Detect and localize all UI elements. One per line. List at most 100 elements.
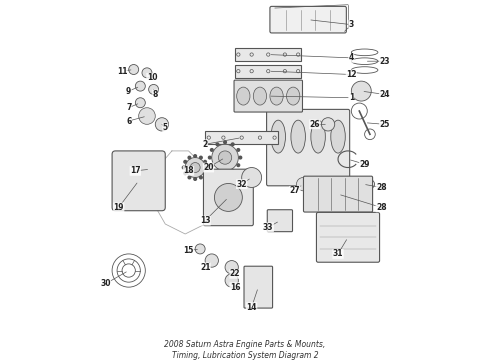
Circle shape [211,149,213,151]
FancyBboxPatch shape [270,6,346,33]
Circle shape [199,176,202,179]
FancyBboxPatch shape [303,176,372,212]
Text: 27: 27 [290,186,300,195]
Text: 19: 19 [114,203,124,212]
Text: 9: 9 [126,87,131,96]
Circle shape [351,81,371,101]
Bar [205,131,278,144]
Text: 4: 4 [349,53,354,62]
Text: 29: 29 [359,160,370,169]
Text: 13: 13 [200,216,210,225]
Circle shape [188,156,191,159]
Text: 3: 3 [349,20,354,29]
Circle shape [142,68,152,78]
Circle shape [148,85,159,94]
Circle shape [296,177,310,191]
Circle shape [205,254,219,267]
Circle shape [194,178,196,180]
Circle shape [321,118,335,131]
Circle shape [205,166,208,169]
Circle shape [216,143,219,146]
Text: 10: 10 [147,73,157,82]
Ellipse shape [271,120,286,153]
Ellipse shape [291,120,305,153]
Circle shape [231,143,234,146]
Text: 31: 31 [333,249,343,258]
Text: 2008 Saturn Astra Engine Parts & Mounts,
Timing, Lubrication System Diagram 2: 2008 Saturn Astra Engine Parts & Mounts,… [164,340,326,360]
Text: 23: 23 [379,57,390,66]
Circle shape [237,164,240,167]
Text: 33: 33 [263,223,273,232]
Text: 28: 28 [376,183,387,192]
Text: 20: 20 [203,163,214,172]
Circle shape [237,149,240,151]
Circle shape [231,170,234,172]
Circle shape [212,144,238,171]
FancyBboxPatch shape [203,169,253,226]
Circle shape [135,81,146,91]
Ellipse shape [253,87,267,105]
Text: 11: 11 [117,67,127,76]
Text: 12: 12 [346,70,357,79]
Circle shape [204,161,206,163]
Circle shape [139,108,155,124]
Ellipse shape [237,87,250,105]
Circle shape [139,158,162,181]
Circle shape [208,156,211,159]
Text: 7: 7 [126,103,131,112]
Text: 8: 8 [152,90,158,99]
Circle shape [199,156,202,159]
Circle shape [185,158,205,177]
Text: 5: 5 [163,123,168,132]
Circle shape [224,171,226,174]
Bar [235,48,301,61]
Text: 6: 6 [126,117,131,126]
Text: 18: 18 [183,166,194,175]
Text: 24: 24 [379,90,390,99]
Ellipse shape [331,120,345,153]
Circle shape [219,151,232,164]
FancyBboxPatch shape [244,266,272,308]
Circle shape [188,176,191,179]
Circle shape [204,172,206,175]
Circle shape [155,118,169,131]
Text: 28: 28 [376,203,387,212]
Text: 22: 22 [230,269,240,278]
Circle shape [195,244,205,254]
Ellipse shape [287,87,300,105]
Circle shape [216,170,219,172]
Circle shape [135,98,146,108]
Ellipse shape [311,120,325,153]
Circle shape [190,163,200,172]
FancyBboxPatch shape [234,80,302,112]
Circle shape [194,155,196,157]
FancyBboxPatch shape [267,109,350,186]
Circle shape [215,184,243,211]
Text: 32: 32 [237,180,247,189]
Text: 1: 1 [349,93,354,102]
Text: 30: 30 [100,279,111,288]
Ellipse shape [270,87,283,105]
Circle shape [211,164,213,167]
Text: 2: 2 [202,140,208,149]
FancyBboxPatch shape [267,210,293,231]
Circle shape [129,64,139,75]
FancyBboxPatch shape [317,212,380,262]
Text: 26: 26 [310,120,320,129]
Circle shape [184,172,187,175]
Text: 14: 14 [246,303,257,312]
Text: 15: 15 [183,246,194,255]
Circle shape [225,261,238,274]
Circle shape [225,274,238,287]
Circle shape [184,161,187,163]
Circle shape [242,167,262,188]
Circle shape [224,141,226,144]
Text: 21: 21 [200,263,210,272]
Bar [235,64,301,78]
FancyBboxPatch shape [112,151,165,211]
Circle shape [182,166,185,169]
Text: 25: 25 [379,120,390,129]
Text: 17: 17 [130,166,141,175]
Text: 16: 16 [230,283,240,292]
Circle shape [239,156,242,159]
